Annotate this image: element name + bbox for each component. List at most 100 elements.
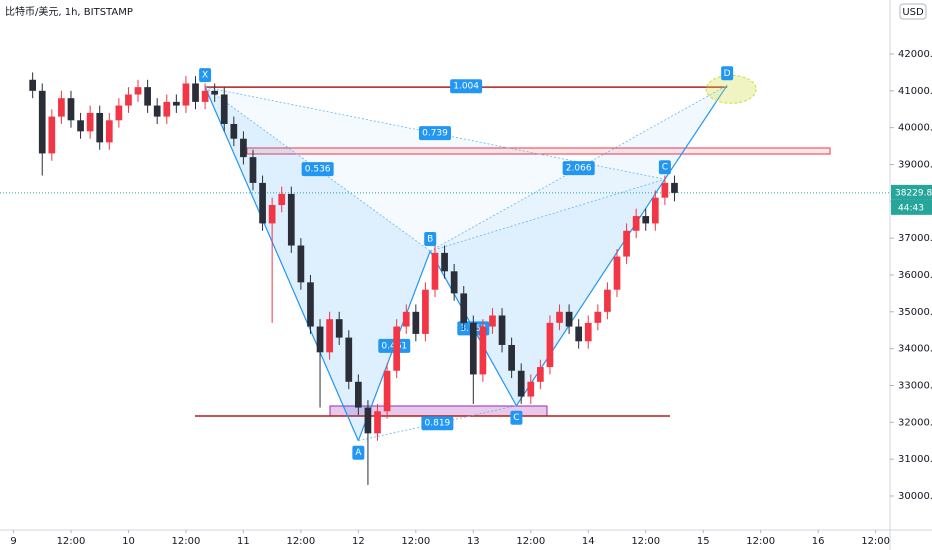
x-tick-label: 9 (10, 536, 16, 547)
candle-body (316, 326, 324, 353)
candle-body (144, 87, 151, 106)
point-label: X (202, 71, 208, 81)
candle-body (498, 315, 506, 345)
candle-body (441, 252, 448, 272)
y-tick-label: 33000.00 (898, 380, 932, 391)
ratio-box (418, 126, 451, 141)
y-tick-label: 34000.00 (898, 344, 932, 355)
point-box (510, 410, 523, 425)
pattern: 1.0040.7390.5362.0660.4613.7630.819XABCC… (199, 66, 757, 460)
countdown-label: 44:43 (898, 203, 924, 213)
candle-body (527, 381, 535, 397)
candle-body (105, 120, 113, 143)
candle-body (393, 326, 401, 371)
candle-body (67, 98, 75, 121)
point-box (352, 445, 365, 460)
candle-body (383, 370, 391, 412)
y-tick-label: 40000.00 (898, 123, 932, 134)
candle-body (125, 94, 132, 106)
y-tick-label: 36000.00 (898, 270, 932, 281)
last-price-box (891, 184, 932, 200)
candle-body (96, 112, 104, 143)
candle-body (307, 282, 314, 327)
x-tick-label: 13 (467, 536, 480, 547)
y-tick-label: 37000.00 (898, 233, 932, 244)
y-tick-label: 32000.00 (898, 417, 932, 428)
y-tick-label: 39000.00 (898, 159, 932, 170)
candle-body (58, 98, 65, 117)
x-tick-label: 12:00 (172, 536, 201, 547)
candle-body (278, 193, 286, 206)
candle-body (489, 315, 496, 327)
x-tick-label: 12:00 (286, 536, 315, 547)
ratio-label: 2.066 (566, 164, 592, 174)
candle-body (240, 138, 247, 158)
ratio-label: 1.004 (453, 82, 479, 92)
currency-label: USD (902, 7, 924, 18)
candle-body (642, 216, 650, 224)
candle-body (431, 252, 439, 290)
candle-body (402, 311, 410, 327)
pattern-line (204, 86, 359, 441)
pattern-fill (205, 87, 665, 252)
x-tick-label: 12 (352, 536, 365, 547)
candle-body (517, 370, 525, 397)
candle-body (29, 79, 37, 91)
candle-body (77, 120, 84, 132)
candle-body (115, 105, 123, 121)
x-tick-label: 12:00 (746, 536, 775, 547)
last-price-label: 38229.85 (895, 188, 932, 198)
candle-body (537, 367, 544, 382)
x-tick-label: 12:00 (631, 536, 660, 547)
candle-body (364, 407, 372, 434)
candle-body (38, 90, 46, 154)
pattern-fill (430, 179, 665, 406)
candle-body (172, 101, 180, 106)
candle-body (594, 311, 602, 323)
candle-body (412, 311, 420, 334)
candle-body (460, 293, 468, 323)
x-tick-label: 15 (697, 536, 710, 547)
ratio-label: 0.819 (425, 419, 451, 429)
candle-body (450, 271, 458, 294)
countdown-box (891, 199, 932, 215)
y-tick-label: 41000.00 (898, 86, 932, 97)
x-tick-label: 11 (237, 536, 250, 547)
candle-body (422, 289, 429, 334)
ratio-box (450, 79, 483, 94)
pattern-line (204, 86, 431, 252)
candle-body (479, 326, 487, 375)
candle-body (651, 197, 659, 224)
x-tick-label: 12:00 (57, 536, 86, 547)
x-tick-label: 12:00 (516, 536, 545, 547)
candle-body (249, 157, 257, 183)
x-tick-label: 16 (812, 536, 825, 547)
candle-body (201, 90, 209, 102)
candle-body (575, 326, 583, 342)
candle-body (556, 311, 563, 323)
candle-body (230, 123, 238, 139)
candle-body (163, 101, 171, 117)
point-label: A (355, 448, 362, 458)
ratio-box (421, 416, 454, 431)
point-label: C (513, 413, 519, 423)
candle-body (661, 182, 669, 198)
y-tick-label: 31000.00 (898, 454, 932, 465)
candle-body (297, 245, 305, 283)
ratio-label: 0.739 (422, 129, 448, 139)
candle-body (508, 344, 515, 371)
point-box (658, 160, 671, 175)
y-tick-label: 35000.00 (898, 307, 932, 318)
candle-body (287, 193, 295, 246)
currency-box (899, 3, 927, 20)
candle-body (335, 319, 343, 338)
ratio-label: 0.536 (305, 165, 331, 175)
ratio-box (562, 161, 595, 176)
candle-body (259, 182, 266, 224)
candle-body (355, 381, 362, 408)
pattern-line (430, 178, 666, 252)
candle-body (546, 322, 554, 368)
candle-body (268, 205, 276, 224)
x-tick-label: 12:00 (401, 536, 430, 547)
x-tick-label: 10 (122, 536, 135, 547)
